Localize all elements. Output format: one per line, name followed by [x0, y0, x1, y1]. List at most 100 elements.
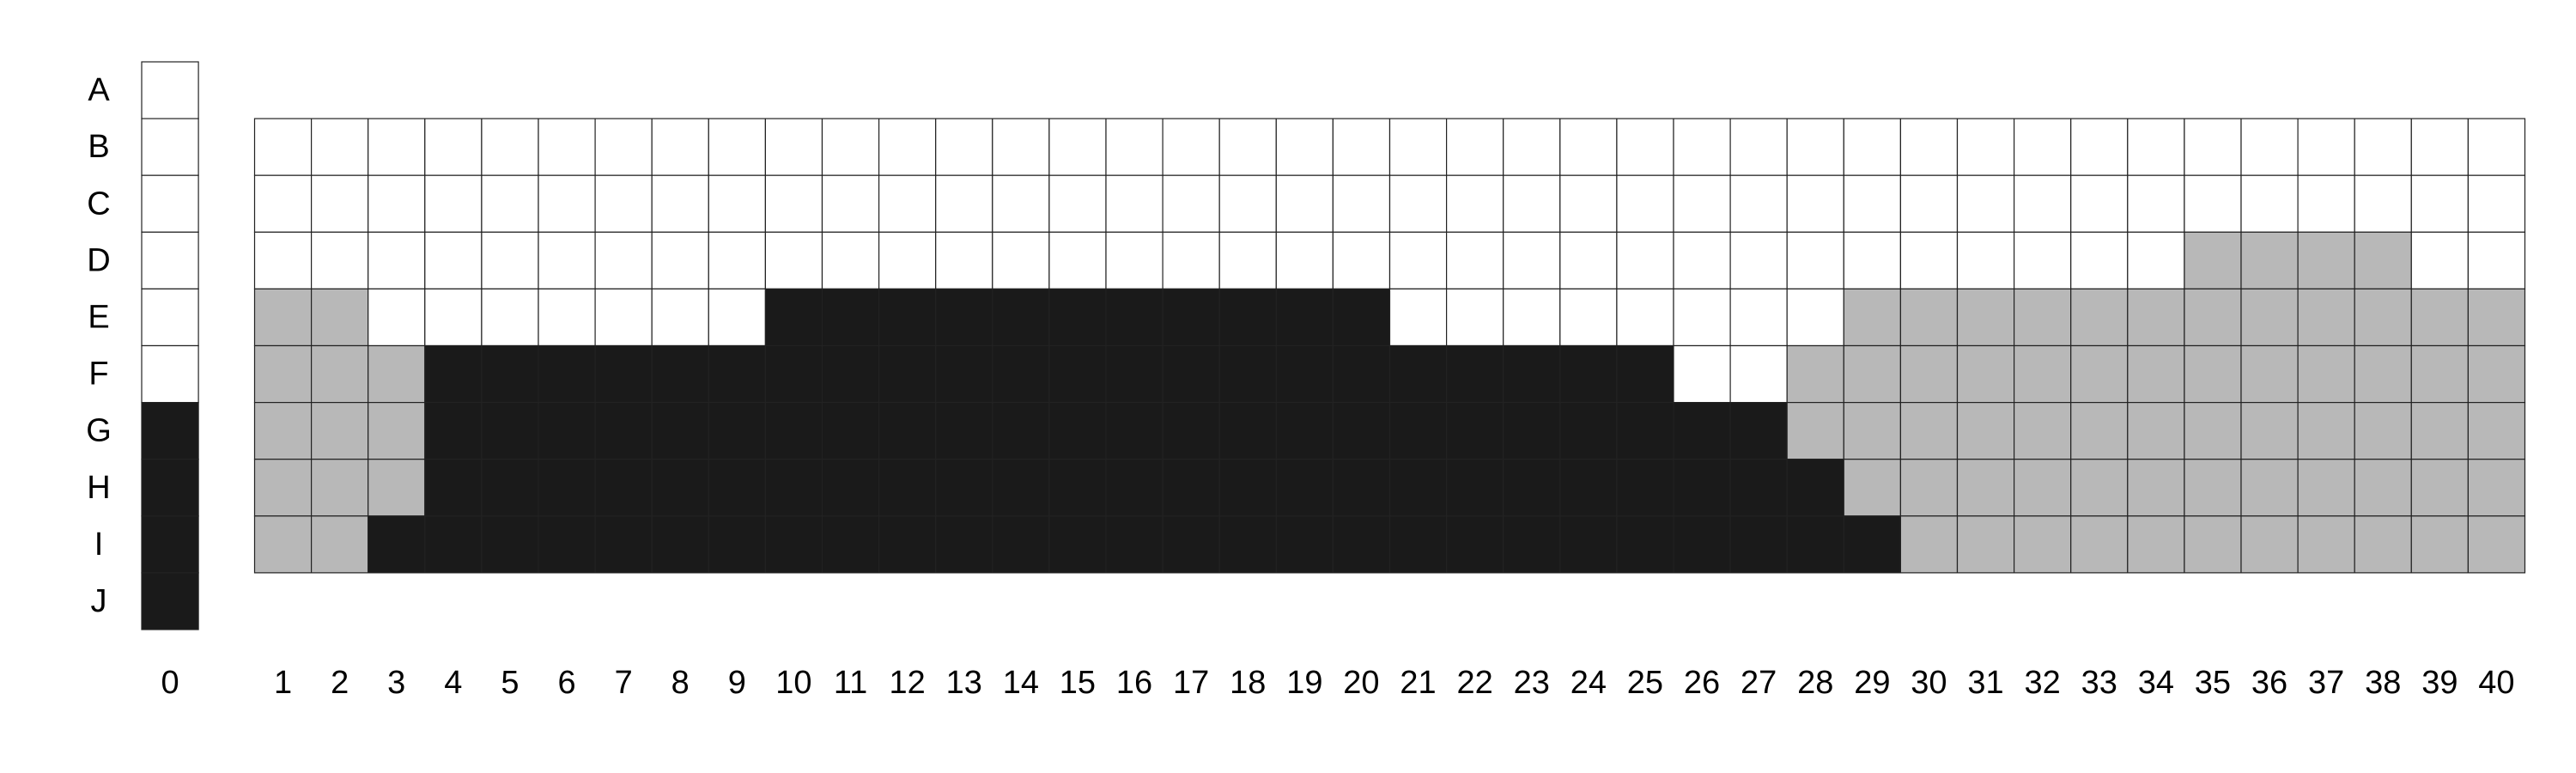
grid-cell-d-32	[2014, 231, 2072, 289]
grid-cell-b-20	[1332, 118, 1391, 176]
grid-cell-e-28	[1786, 288, 1844, 347]
column-label-10: 10	[775, 665, 811, 701]
grid-cell-d-15	[1048, 231, 1107, 289]
grid-cell-i-3	[368, 515, 426, 574]
grid-cell-g-9	[708, 402, 766, 460]
grid-cell-e-35	[2184, 288, 2242, 347]
grid-cell-c-17	[1162, 174, 1220, 233]
column-label-3: 3	[387, 665, 405, 701]
grid-cell-g-20	[1332, 402, 1391, 460]
grid-cell-i-22	[1445, 515, 1504, 574]
grid-cell-c-7	[594, 174, 653, 233]
grid-cell-g-7	[594, 402, 653, 460]
grid-cell-d-17	[1162, 231, 1220, 289]
grid-cell-d-37	[2297, 231, 2355, 289]
grid-cell-h-25	[1616, 459, 1674, 517]
grid-cell-b-10	[764, 118, 823, 176]
grid-cell-g-40	[2467, 402, 2526, 460]
grid-cell-i-36	[2240, 515, 2299, 574]
column-label-14: 14	[1003, 665, 1039, 701]
grid-cell-e-34	[2127, 288, 2185, 347]
column-label-29: 29	[1854, 665, 1890, 701]
grid-cell-e-21	[1388, 288, 1448, 347]
reference-cell-b	[141, 118, 199, 176]
grid-cell-e-26	[1673, 288, 1731, 347]
grid-cell-d-25	[1616, 231, 1674, 289]
grid-cell-e-1	[253, 288, 313, 347]
column-label-26: 26	[1684, 665, 1720, 701]
grid-cell-d-10	[764, 231, 823, 289]
grid-cell-b-27	[1729, 118, 1788, 176]
grid-cell-e-3	[368, 288, 426, 347]
grid-cell-d-18	[1218, 231, 1277, 289]
grid-cell-c-39	[2410, 174, 2470, 233]
reference-cell-a	[141, 61, 199, 119]
grid-cell-i-23	[1503, 515, 1561, 574]
grid-cell-c-5	[481, 174, 539, 233]
grid-cell-i-31	[1956, 515, 2015, 574]
grid-cell-g-13	[935, 402, 993, 460]
grid-cell-g-30	[1899, 402, 1959, 460]
grid-cell-g-38	[2354, 402, 2412, 460]
grid-cell-f-20	[1332, 344, 1391, 404]
grid-cell-i-37	[2297, 515, 2355, 574]
grid-cell-i-39	[2410, 515, 2470, 574]
grid-cell-d-38	[2354, 231, 2412, 289]
grid-cell-i-6	[538, 515, 596, 574]
row-label-h: H	[87, 470, 110, 506]
grid-cell-e-23	[1503, 288, 1561, 347]
grid-cell-h-13	[935, 459, 993, 517]
column-label-5: 5	[501, 665, 519, 701]
reference-cell-h	[141, 459, 199, 517]
grid-cell-b-15	[1048, 118, 1107, 176]
grid-cell-h-34	[2127, 459, 2185, 517]
column-label-24: 24	[1571, 665, 1607, 701]
grid-cell-c-3	[368, 174, 426, 233]
grid-cell-g-17	[1162, 402, 1220, 460]
grid-cell-h-37	[2297, 459, 2355, 517]
grid-cell-e-5	[481, 288, 539, 347]
grid-cell-d-28	[1786, 231, 1844, 289]
grid-cell-f-2	[311, 344, 369, 404]
grid-cell-b-34	[2127, 118, 2185, 176]
grid-cell-c-28	[1786, 174, 1844, 233]
grid-cell-f-4	[424, 344, 483, 404]
column-label-18: 18	[1230, 665, 1266, 701]
grid-cell-f-17	[1162, 344, 1220, 404]
grid-cell-h-5	[481, 459, 539, 517]
grid-cell-g-2	[311, 402, 369, 460]
grid-cell-c-8	[651, 174, 709, 233]
grid-cell-b-37	[2297, 118, 2355, 176]
row-label-e: E	[88, 299, 109, 335]
grid-cell-g-11	[821, 402, 880, 460]
grid-cell-g-29	[1843, 402, 1902, 460]
column-label-36: 36	[2251, 665, 2287, 701]
column-label-7: 7	[615, 665, 633, 701]
grid-cell-e-13	[935, 288, 993, 347]
grid-cell-h-40	[2467, 459, 2526, 517]
grid-cell-g-26	[1673, 402, 1731, 460]
grid-cell-h-12	[878, 459, 937, 517]
grid-cell-f-32	[2014, 344, 2072, 404]
grid-cell-e-7	[594, 288, 653, 347]
grid-cell-c-33	[2070, 174, 2129, 233]
grid-cell-h-3	[368, 459, 426, 517]
column-label-32: 32	[2025, 665, 2061, 701]
grid-cell-f-14	[992, 344, 1050, 404]
grid-cell-e-31	[1956, 288, 2015, 347]
grid-cell-b-17	[1162, 118, 1220, 176]
grid-cell-c-18	[1218, 174, 1277, 233]
grid-cell-i-19	[1275, 515, 1334, 574]
grid-cell-d-33	[2070, 231, 2129, 289]
grid-cell-h-1	[253, 459, 313, 517]
column-label-4: 4	[444, 665, 462, 701]
grid-cell-c-9	[708, 174, 766, 233]
grid-cell-h-36	[2240, 459, 2299, 517]
grid-cell-h-17	[1162, 459, 1220, 517]
grid-cell-d-12	[878, 231, 937, 289]
grid-cell-f-33	[2070, 344, 2129, 404]
grid-cell-c-12	[878, 174, 937, 233]
grid-cell-c-19	[1275, 174, 1334, 233]
grid-cell-d-6	[538, 231, 596, 289]
grid-cell-f-38	[2354, 344, 2412, 404]
